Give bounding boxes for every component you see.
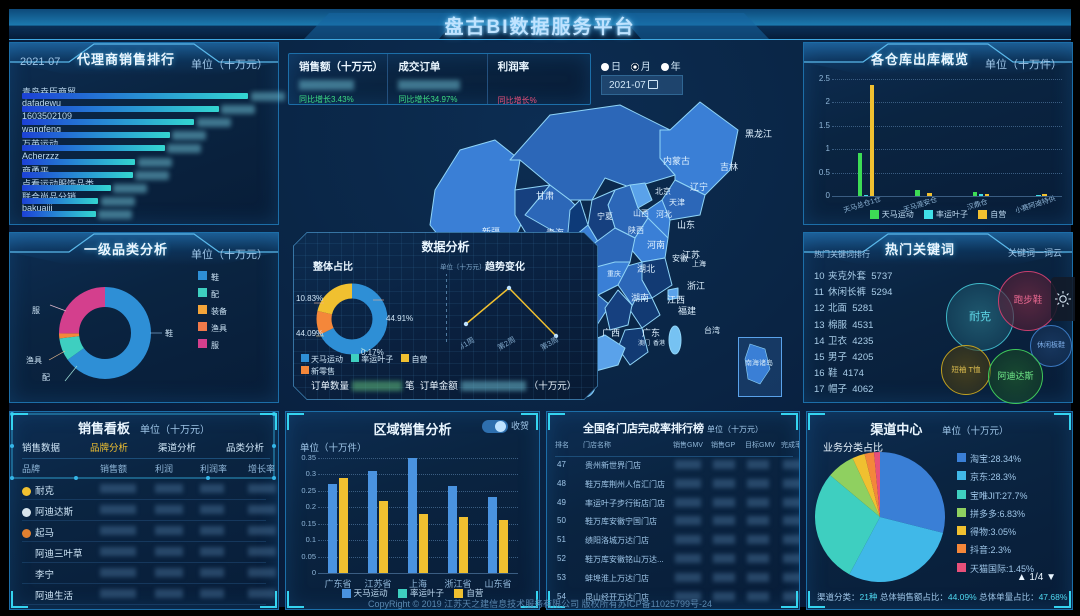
svg-text:配: 配	[42, 373, 50, 382]
svg-text:第2周: 第2周	[495, 334, 517, 352]
svg-text:10.83%: 10.83%	[296, 294, 323, 303]
svg-text:渔具: 渔具	[26, 355, 42, 365]
svg-text:鞋: 鞋	[165, 328, 173, 338]
svg-text:第1周: 第1周	[461, 334, 476, 352]
svg-text:服: 服	[32, 306, 40, 315]
svg-text:44.91%: 44.91%	[386, 314, 413, 323]
svg-text:44.09%: 44.09%	[296, 329, 323, 338]
